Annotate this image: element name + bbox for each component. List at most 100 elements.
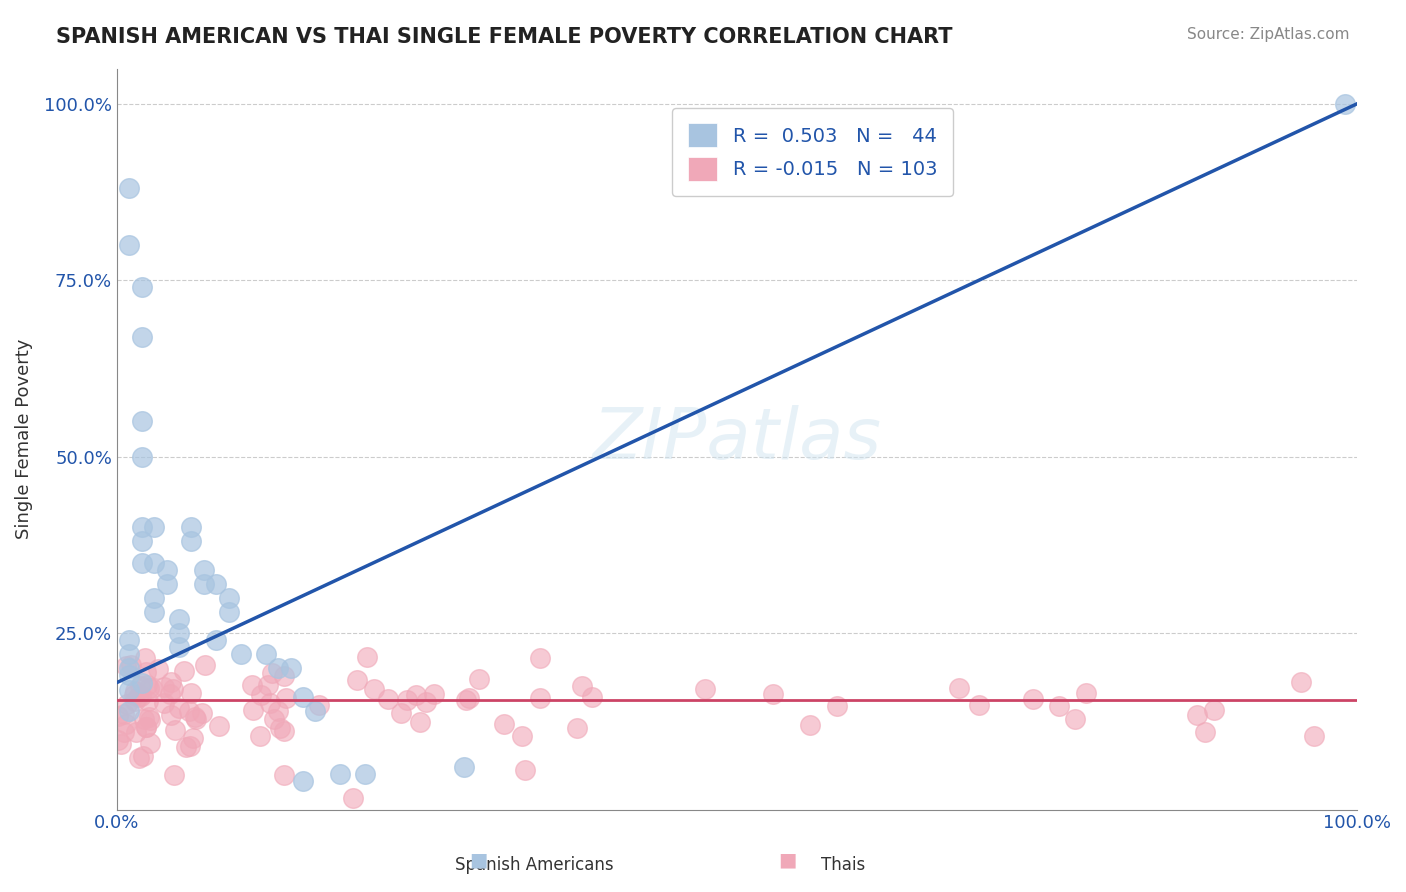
Point xyxy=(389,706,412,720)
Point xyxy=(229,647,252,661)
Point xyxy=(118,668,141,682)
Point xyxy=(242,703,264,717)
Text: ZIPatlas: ZIPatlas xyxy=(592,405,882,474)
Point xyxy=(143,556,166,570)
Point xyxy=(118,704,141,718)
Text: Spanish Americans: Spanish Americans xyxy=(456,856,613,874)
Text: ■: ■ xyxy=(468,851,488,870)
Point xyxy=(180,686,202,700)
Point xyxy=(256,678,278,692)
Point xyxy=(167,612,190,626)
Point xyxy=(274,690,297,705)
Point xyxy=(529,691,551,706)
Point xyxy=(205,633,228,648)
Point xyxy=(153,680,176,694)
Point xyxy=(329,767,352,781)
Point xyxy=(761,687,783,701)
Point xyxy=(354,767,377,781)
Point xyxy=(135,720,157,734)
Point xyxy=(181,731,204,745)
Point xyxy=(167,701,190,715)
Point xyxy=(136,678,159,692)
Point xyxy=(120,658,142,673)
Point xyxy=(180,534,202,549)
Point xyxy=(1202,703,1225,717)
Point xyxy=(180,520,202,534)
Point xyxy=(967,698,990,712)
Point xyxy=(262,666,284,681)
Point xyxy=(1064,712,1087,726)
Point xyxy=(1333,96,1355,111)
Point xyxy=(565,721,588,735)
Point xyxy=(118,181,141,195)
Point xyxy=(467,672,489,686)
Point xyxy=(308,698,330,712)
Point xyxy=(153,696,176,710)
Point xyxy=(135,720,157,734)
Point xyxy=(405,688,427,702)
Point xyxy=(132,712,155,726)
Point xyxy=(218,591,240,605)
Point xyxy=(409,715,432,730)
Point xyxy=(115,658,138,673)
Point xyxy=(799,718,821,732)
Point xyxy=(304,704,326,718)
Point xyxy=(131,556,153,570)
Point xyxy=(423,686,446,700)
Point xyxy=(240,678,263,692)
Point xyxy=(138,709,160,723)
Point xyxy=(159,675,181,690)
Point xyxy=(139,736,162,750)
Point xyxy=(128,751,150,765)
Text: Thais: Thais xyxy=(821,856,866,874)
Point xyxy=(159,687,181,701)
Point xyxy=(581,690,603,704)
Point xyxy=(118,661,141,675)
Point xyxy=(415,695,437,709)
Point xyxy=(131,280,153,294)
Point xyxy=(134,651,156,665)
Point xyxy=(118,682,141,697)
Point xyxy=(160,708,183,723)
Point xyxy=(395,693,418,707)
Point xyxy=(377,692,399,706)
Point xyxy=(356,650,378,665)
Point xyxy=(363,682,385,697)
Point xyxy=(107,733,129,747)
Point xyxy=(110,737,132,751)
Point xyxy=(194,657,217,672)
Point xyxy=(135,665,157,679)
Point xyxy=(1289,675,1312,690)
Point xyxy=(273,723,295,738)
Point xyxy=(173,664,195,678)
Point xyxy=(118,647,141,661)
Y-axis label: Single Female Poverty: Single Female Poverty xyxy=(15,339,32,540)
Point xyxy=(118,238,141,252)
Point xyxy=(1022,692,1045,706)
Point xyxy=(115,717,138,731)
Point xyxy=(492,716,515,731)
Point xyxy=(457,691,479,706)
Point xyxy=(141,681,163,696)
Point xyxy=(131,748,153,763)
Point xyxy=(456,693,478,707)
Point xyxy=(162,682,184,697)
Point xyxy=(1074,686,1097,700)
Point xyxy=(825,699,848,714)
Point xyxy=(249,688,271,702)
Point xyxy=(205,576,228,591)
Point xyxy=(163,723,186,737)
Point xyxy=(342,790,364,805)
Point xyxy=(269,721,291,735)
Point xyxy=(291,690,314,704)
Point xyxy=(139,713,162,727)
Point xyxy=(515,763,537,777)
Point xyxy=(155,563,177,577)
Text: Source: ZipAtlas.com: Source: ZipAtlas.com xyxy=(1187,27,1350,42)
Point xyxy=(177,705,200,719)
Point xyxy=(267,661,290,675)
Point xyxy=(280,661,302,675)
Point xyxy=(112,707,135,722)
Point xyxy=(143,591,166,605)
Point xyxy=(125,724,148,739)
